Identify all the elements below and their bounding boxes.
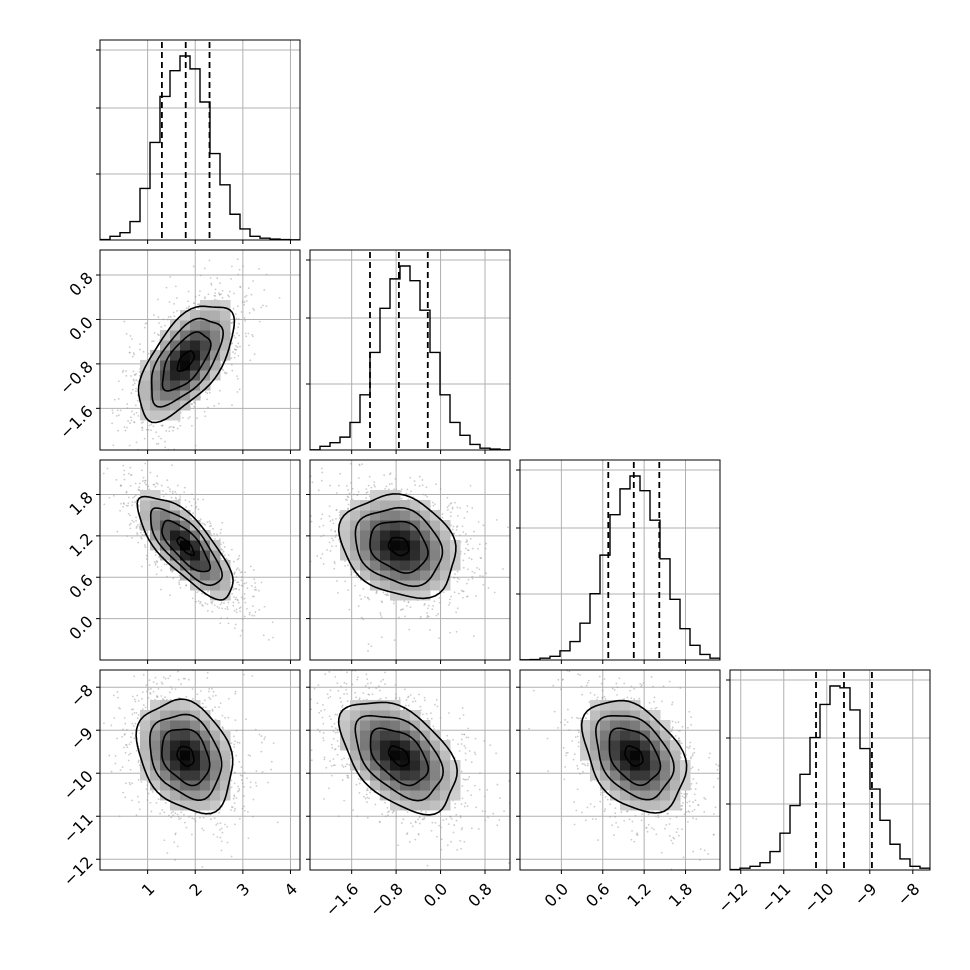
panel-frame (729, 669, 931, 871)
x-tick-label: 0.8 (464, 879, 495, 910)
contour-1 (354, 714, 445, 802)
panel-frame (99, 249, 301, 451)
panel-frame (99, 459, 301, 661)
sample-points (108, 258, 281, 450)
sample-points (103, 670, 279, 868)
x-tick-label: 2 (185, 879, 206, 900)
contour-3 (387, 536, 410, 557)
contour-1 (595, 715, 675, 801)
hist-panel-3: −12 −11 −10 −9 −8 (714, 669, 931, 917)
x-tick-label: −11 (757, 879, 794, 916)
contour-0 (137, 305, 236, 424)
contour-1 (149, 713, 223, 802)
y-tick-label: −8 (67, 681, 97, 711)
histogram-2 (520, 475, 720, 660)
scatter-panel-1-0: −1.6−0.8 0.0 0.8 (56, 249, 301, 454)
y-tick-label: −12 (59, 853, 96, 890)
contour-1 (150, 317, 225, 408)
x-tick-label: −9 (850, 879, 880, 909)
x-tick-label: 1.8 (665, 879, 696, 910)
scatter-panel-2-1 (306, 459, 511, 664)
contour-3 (176, 536, 195, 557)
x-tick-label: 1 (138, 879, 159, 900)
x-tick-label: −10 (800, 879, 837, 916)
contour-0 (580, 699, 688, 814)
x-tick-label: 0.6 (582, 879, 613, 910)
contour-1 (354, 506, 444, 588)
sample-points (102, 462, 274, 641)
contour-3 (624, 745, 644, 767)
x-tick-label: −8 (893, 879, 923, 909)
hist-panel-2 (516, 459, 721, 664)
hist-panel-1 (306, 249, 511, 454)
histogram-1 (310, 265, 510, 450)
y-tick-label: −1.6 (56, 402, 97, 443)
contour-2 (161, 331, 212, 392)
contour-3 (387, 745, 410, 767)
x-tick-label: −1.6 (322, 879, 363, 920)
x-tick-label: 0.0 (420, 879, 451, 910)
contour-2 (608, 727, 662, 787)
contour-2 (369, 727, 430, 787)
contour-0 (136, 495, 234, 601)
panel-frame (309, 249, 511, 451)
contour-0 (338, 701, 459, 816)
scatter-panel-3-0: 1 2 3 4 −12 −11 −10 −9 −8 (59, 669, 302, 900)
contour-0 (337, 493, 457, 600)
histogram-0 (100, 55, 300, 240)
panel-frame (519, 459, 721, 661)
y-tick-label: 0.8 (65, 268, 96, 299)
y-tick-label: 1.2 (65, 529, 96, 560)
panel-frame (519, 669, 721, 871)
contour-2 (369, 520, 429, 574)
y-tick-label: 0.6 (65, 571, 96, 602)
sample-points (528, 670, 720, 870)
y-tick-label: −9 (67, 724, 97, 754)
x-tick-label: 1.2 (623, 879, 654, 910)
contour-1 (149, 507, 224, 587)
hist-panel-0 (96, 39, 301, 244)
y-tick-label: −0.8 (56, 357, 97, 398)
histogram-3 (730, 685, 930, 870)
sample-points (310, 670, 510, 867)
x-tick-label: −0.8 (366, 879, 407, 920)
y-tick-label: −11 (59, 810, 96, 847)
contour-2 (161, 519, 212, 573)
contour-3 (176, 349, 196, 373)
y-tick-label: 0.0 (65, 313, 96, 344)
panel-frame (309, 669, 511, 871)
panel-frame (99, 669, 301, 871)
scatter-panel-3-1: −1.6 −0.8 0.0 0.8 (306, 669, 511, 920)
scatter-panel-2-0: 0.0 0.6 1.2 1.8 (65, 459, 301, 664)
x-tick-label: 3 (233, 879, 254, 900)
y-tick-label: 0.0 (65, 612, 96, 643)
panel-frame (309, 459, 511, 661)
x-tick-label: −12 (714, 879, 751, 916)
x-tick-label: 0.0 (541, 879, 572, 910)
y-tick-label: 1.8 (65, 488, 96, 519)
x-tick-label: 4 (281, 879, 302, 900)
y-tick-label: −10 (59, 767, 96, 804)
scatter-panel-3-2: 0.0 0.6 1.2 1.8 (516, 669, 721, 911)
contour-0 (135, 698, 234, 815)
contour-3 (176, 745, 195, 768)
sample-points (310, 462, 509, 652)
contour-2 (161, 728, 211, 787)
panel-frame (99, 39, 301, 241)
